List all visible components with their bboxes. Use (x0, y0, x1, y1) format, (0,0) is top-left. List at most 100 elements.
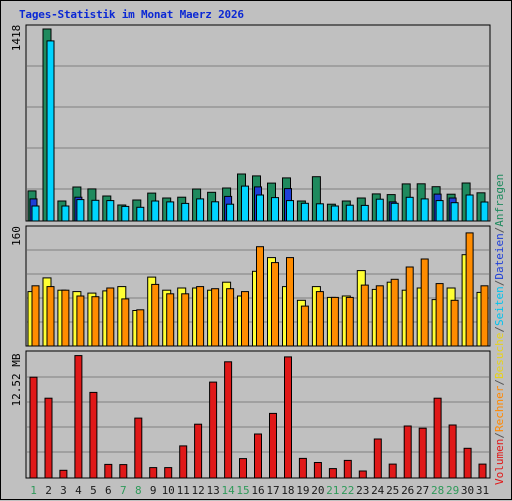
y-max-label-top: 1418 (10, 25, 23, 52)
bar-seiten (106, 200, 115, 222)
bar-volumen (119, 464, 128, 479)
bar-seiten (300, 202, 309, 222)
x-tick-label: 21 (326, 484, 339, 497)
x-tick-label: 7 (120, 484, 127, 497)
x-tick-label: 19 (296, 484, 309, 497)
x-tick-label: 18 (281, 484, 294, 497)
legend-separator: / (493, 432, 506, 439)
x-tick-label: 12 (191, 484, 204, 497)
bar-seiten (420, 198, 429, 222)
bar-volumen (104, 463, 113, 479)
bar-volumen (74, 355, 83, 479)
chart-title: Tages-Statistik im Monat Maerz 2026 (19, 8, 244, 21)
bar-volumen (463, 447, 472, 479)
bar-rechner (390, 278, 399, 347)
legend-seiten: Seiten (493, 286, 506, 326)
bar-rechner (330, 296, 339, 347)
bar-rechner (405, 266, 414, 347)
bar-volumen (164, 467, 173, 479)
bar-seiten (121, 205, 130, 222)
bar-seiten (405, 196, 414, 222)
bar-rechner (256, 246, 264, 347)
x-tick-label: 23 (356, 484, 369, 497)
bar-volumen (328, 468, 337, 479)
bar-seiten (330, 205, 339, 222)
bar-seiten (166, 201, 175, 222)
x-tick-label: 11 (177, 484, 190, 497)
bar-volumen (448, 424, 457, 479)
bar-rechner (420, 258, 429, 347)
bar-volumen (298, 457, 307, 479)
legend-rechner: Rechner (493, 385, 506, 432)
bar-seiten (375, 198, 384, 222)
bar-seiten (256, 194, 264, 222)
bar-seiten (450, 202, 459, 222)
bar-seiten (480, 201, 489, 222)
legend-anfragen: Anfragen (493, 174, 506, 227)
x-tick-label: 13 (206, 484, 219, 497)
bar-seiten (315, 203, 324, 222)
x-tick-label: 24 (371, 484, 385, 497)
bar-rechner (450, 299, 459, 347)
bar-seiten (271, 197, 279, 222)
bar-volumen (343, 459, 352, 479)
bar-volumen (284, 356, 292, 479)
x-tick-label: 5 (90, 484, 97, 497)
legend-besuche: Besuche (493, 333, 506, 379)
bar-rechner (181, 293, 190, 347)
bar-seiten (465, 194, 474, 222)
x-tick-label: 27 (416, 484, 429, 497)
bar-rechner (106, 287, 115, 347)
x-tick-label: 16 (251, 484, 264, 497)
bar-seiten (136, 206, 145, 222)
bar-rechner (91, 296, 100, 347)
bar-rechner (241, 291, 249, 347)
legend-separator: / (493, 379, 506, 386)
bar-seiten (286, 200, 294, 222)
x-tick-label: 8 (135, 484, 142, 497)
bar-rechner (375, 285, 384, 347)
bar-rechner (300, 305, 309, 347)
bar-volumen (388, 463, 397, 479)
legend-dateien: Dateien (493, 233, 506, 279)
bar-seiten (435, 200, 444, 222)
x-tick-label: 2 (45, 484, 52, 497)
bar-seiten (61, 205, 70, 222)
bar-seiten (46, 40, 55, 222)
bar-seiten (91, 199, 100, 222)
bar-volumen (239, 458, 247, 479)
bar-volumen (59, 469, 68, 479)
bar-volumen (403, 425, 412, 479)
bar-rechner (121, 298, 130, 347)
y-max-label-bottom: 12.52 MB (10, 353, 23, 406)
bar-seiten (390, 202, 399, 222)
legend-vertical: Volumen/Rechner/Besuche/Seiten/Dateien/A… (493, 174, 506, 485)
x-tick-label: 3 (60, 484, 67, 497)
bar-seiten (76, 199, 85, 222)
bar-volumen (194, 423, 203, 479)
bar-volumen (209, 381, 218, 479)
bar-volumen (313, 462, 322, 479)
legend-separator: / (493, 326, 506, 333)
bar-rechner (31, 285, 40, 347)
x-tick-label: 15 (236, 484, 249, 497)
bar-seiten (226, 203, 235, 222)
bar-rechner (46, 286, 55, 347)
bar-seiten (181, 202, 190, 222)
x-tick-label: 6 (105, 484, 112, 497)
bar-rechner (76, 295, 85, 347)
bar-rechner (196, 286, 205, 347)
bar-volumen (149, 467, 158, 479)
bar-volumen (224, 361, 233, 479)
bar-rechner (435, 283, 444, 347)
bar-volumen (29, 376, 38, 479)
bar-rechner (226, 288, 235, 347)
x-tick-label: 26 (401, 484, 414, 497)
bar-rechner (360, 284, 369, 347)
bar-seiten (345, 204, 354, 222)
x-tick-label: 25 (386, 484, 399, 497)
bar-volumen (433, 397, 442, 479)
bar-rechner (480, 285, 489, 347)
bar-rechner (211, 288, 220, 347)
